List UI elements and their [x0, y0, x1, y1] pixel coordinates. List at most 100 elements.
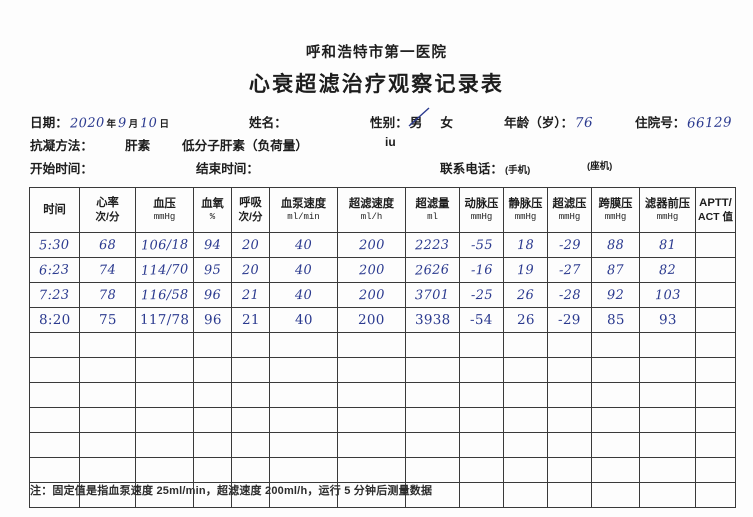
cell-spo2[interactable]	[193, 357, 232, 383]
cell-arterial-pressure[interactable]: -54	[459, 307, 504, 333]
cell-time[interactable]	[29, 357, 80, 383]
cell-pump-speed[interactable]: 40	[269, 257, 338, 283]
cell-spo2[interactable]: 96	[193, 282, 232, 308]
cell-tmp[interactable]: 92	[591, 282, 640, 308]
cell-uf-pressure[interactable]: -29	[547, 307, 592, 333]
cell-pump-speed[interactable]	[269, 332, 338, 358]
cell-aptt-act[interactable]	[695, 407, 736, 433]
cell-spo2[interactable]: 94	[193, 232, 232, 258]
cell-time[interactable]: 6:23	[29, 257, 80, 283]
cell-aptt-act[interactable]	[695, 282, 736, 308]
cell-tmp[interactable]: 85	[591, 307, 640, 333]
cell-blood-pressure[interactable]	[135, 457, 194, 483]
cell-tmp[interactable]	[591, 332, 640, 358]
cell-arterial-pressure[interactable]	[459, 332, 504, 358]
cell-respiration[interactable]: 20	[231, 257, 270, 283]
cell-heart-rate[interactable]: 74	[79, 257, 136, 283]
cell-time[interactable]	[29, 457, 80, 483]
cell-aptt-act[interactable]	[695, 482, 736, 508]
cell-tmp[interactable]	[591, 482, 640, 508]
cell-prefilter-pressure[interactable]	[639, 332, 696, 358]
cell-respiration[interactable]	[231, 457, 270, 483]
cell-arterial-pressure[interactable]	[459, 382, 504, 408]
cell-blood-pressure[interactable]	[135, 332, 194, 358]
start-time-field[interactable]: 开始时间：	[30, 158, 95, 177]
cell-arterial-pressure[interactable]	[459, 457, 504, 483]
cell-time[interactable]: 7:23	[29, 282, 80, 308]
cell-time[interactable]: 5:30	[29, 232, 80, 258]
cell-uf-pressure[interactable]	[547, 357, 592, 383]
cell-uf-volume[interactable]	[405, 482, 460, 508]
cell-prefilter-pressure[interactable]: 81	[639, 232, 696, 258]
cell-uf-volume[interactable]	[405, 332, 460, 358]
cell-heart-rate[interactable]	[79, 407, 136, 433]
cell-pump-speed[interactable]	[269, 482, 338, 508]
cell-uf-rate[interactable]	[337, 457, 406, 483]
cell-venous-pressure[interactable]	[503, 482, 548, 508]
cell-venous-pressure[interactable]	[503, 357, 548, 383]
cell-heart-rate[interactable]	[79, 457, 136, 483]
cell-uf-pressure[interactable]	[547, 432, 592, 458]
cell-uf-pressure[interactable]	[547, 407, 592, 433]
cell-uf-rate[interactable]	[337, 382, 406, 408]
phone-landline-field[interactable]: (座机)	[587, 158, 614, 172]
cell-arterial-pressure[interactable]	[459, 482, 504, 508]
cell-blood-pressure[interactable]: 106/18	[135, 232, 194, 258]
cell-tmp[interactable]	[591, 457, 640, 483]
cell-pump-speed[interactable]: 40	[269, 307, 338, 333]
cell-uf-pressure[interactable]: -27	[547, 257, 592, 283]
cell-heart-rate[interactable]	[79, 332, 136, 358]
cell-respiration[interactable]	[231, 357, 270, 383]
cell-uf-pressure[interactable]: -28	[547, 282, 592, 308]
cell-tmp[interactable]	[591, 382, 640, 408]
gender-option-male[interactable]: 男	[408, 107, 430, 131]
cell-venous-pressure[interactable]	[503, 382, 548, 408]
cell-aptt-act[interactable]	[695, 457, 736, 483]
cell-heart-rate[interactable]: 75	[79, 307, 136, 333]
cell-pump-speed[interactable]	[269, 432, 338, 458]
cell-uf-pressure[interactable]	[547, 382, 592, 408]
cell-uf-volume[interactable]: 3701	[405, 282, 460, 308]
cell-pump-speed[interactable]	[269, 407, 338, 433]
cell-prefilter-pressure[interactable]: 82	[639, 257, 696, 283]
cell-uf-volume[interactable]	[405, 357, 460, 383]
cell-uf-volume[interactable]: 2626	[405, 257, 460, 283]
cell-uf-rate[interactable]	[337, 332, 406, 358]
cell-spo2[interactable]	[193, 382, 232, 408]
cell-uf-rate[interactable]: 200	[337, 257, 406, 283]
cell-respiration[interactable]: 20	[231, 232, 270, 258]
cell-venous-pressure[interactable]: 19	[503, 257, 548, 283]
cell-blood-pressure[interactable]	[135, 432, 194, 458]
cell-time[interactable]	[29, 382, 80, 408]
cell-venous-pressure[interactable]	[503, 457, 548, 483]
cell-spo2[interactable]	[193, 332, 232, 358]
cell-uf-rate[interactable]	[337, 482, 406, 508]
anticoagulation-option-lmwh[interactable]: 低分子肝素（负荷量）	[182, 135, 308, 154]
cell-time[interactable]	[29, 407, 80, 433]
cell-spo2[interactable]	[193, 457, 232, 483]
cell-uf-volume[interactable]	[405, 407, 460, 433]
cell-blood-pressure[interactable]	[135, 407, 194, 433]
cell-time[interactable]: 8:20	[29, 307, 80, 333]
cell-venous-pressure[interactable]	[503, 407, 548, 433]
cell-heart-rate[interactable]	[79, 357, 136, 383]
cell-uf-volume[interactable]: 3938	[405, 307, 460, 333]
cell-tmp[interactable]	[591, 357, 640, 383]
cell-pump-speed[interactable]	[269, 357, 338, 383]
cell-prefilter-pressure[interactable]	[639, 382, 696, 408]
cell-uf-volume[interactable]	[405, 382, 460, 408]
cell-blood-pressure[interactable]	[135, 382, 194, 408]
cell-venous-pressure[interactable]: 18	[503, 232, 548, 258]
cell-prefilter-pressure[interactable]	[639, 482, 696, 508]
cell-blood-pressure[interactable]	[135, 357, 194, 383]
cell-spo2[interactable]	[193, 407, 232, 433]
cell-uf-pressure[interactable]	[547, 332, 592, 358]
cell-venous-pressure[interactable]: 26	[503, 282, 548, 308]
cell-prefilter-pressure[interactable]	[639, 457, 696, 483]
cell-aptt-act[interactable]	[695, 332, 736, 358]
cell-uf-rate[interactable]: 200	[337, 282, 406, 308]
cell-blood-pressure[interactable]: 116/58	[135, 282, 194, 308]
cell-respiration[interactable]	[231, 407, 270, 433]
inpatient-number-field[interactable]: 住院号： 66129	[635, 112, 733, 131]
cell-aptt-act[interactable]	[695, 257, 736, 283]
